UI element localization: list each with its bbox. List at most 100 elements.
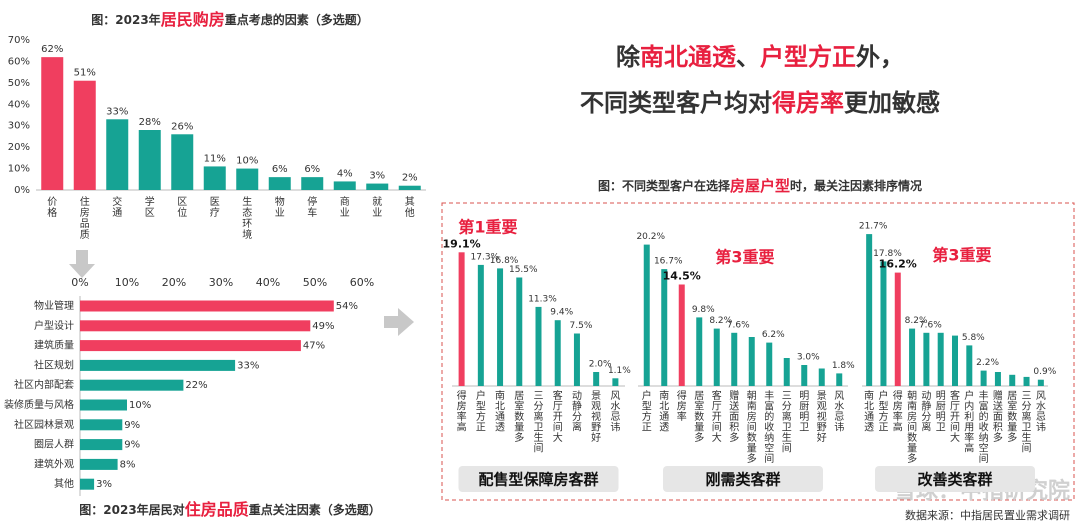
value-label: 15.5% (509, 265, 538, 275)
category-label: 社区内部配套 (14, 378, 74, 391)
value-label: 9% (124, 440, 140, 451)
category-label: 赠送面积多 (729, 389, 739, 444)
category-label: 其他 (54, 477, 74, 490)
y-tick-label: 60% (8, 56, 30, 67)
category-label: 明厨明卫 (936, 390, 946, 434)
category-label: 景观视野好 (591, 390, 601, 444)
bar (766, 342, 773, 386)
category-label: 户内利用率高 (964, 389, 974, 455)
category-label: 装修质量与风格 (4, 398, 74, 411)
category-label: 三分离卫生间 (782, 391, 792, 455)
text-segment: 南北通透 (640, 43, 737, 71)
bar (171, 134, 194, 190)
category-label: 圈层人群 (34, 438, 74, 451)
value-label: 1.8% (832, 361, 855, 371)
bar (593, 372, 600, 386)
category-label: 居室数量多 (1007, 390, 1017, 444)
annotation: 第3重要 (932, 246, 991, 265)
bar (80, 320, 311, 332)
bar (994, 372, 1001, 386)
value-label: 9.4% (550, 308, 573, 318)
bar (836, 373, 843, 386)
value-label: 26% (171, 121, 193, 132)
value-label: 7.6% (727, 320, 750, 330)
y-tick-label: 40% (8, 99, 30, 110)
category-label: 南北通透 (495, 389, 505, 434)
value-label: 6% (272, 164, 288, 175)
bar (573, 333, 580, 386)
bar (80, 439, 123, 451)
bar (952, 335, 958, 386)
text-segment: 、 (736, 43, 760, 71)
y-tick-label: 10% (8, 164, 30, 175)
text-segment: 户型方正 (760, 43, 856, 71)
rich-text: 图：2023年居民对住房品质重点关注因素（多选题） (79, 500, 380, 519)
value-label: 16.2% (879, 258, 917, 271)
group-name: 刚需类客群 (705, 471, 780, 489)
bar (80, 399, 127, 411)
text-segment: 外， (856, 43, 904, 71)
text-segment: 时，最关注因素排序情况 (790, 178, 922, 193)
value-label: 3% (369, 171, 385, 182)
category-label: 户型方正 (878, 389, 888, 434)
category-label: 客厅开间大 (950, 389, 960, 444)
bar (783, 358, 790, 386)
text-segment: 更加敏感 (844, 89, 940, 117)
category-label: 朝南房间数量多 (907, 390, 917, 465)
value-label: 8.2% (905, 316, 928, 326)
text-segment: 重点考虑的因素（多选题） (225, 12, 369, 27)
value-label: 8.2% (709, 316, 732, 326)
value-label: 10% (129, 400, 151, 411)
bar (1009, 374, 1016, 386)
value-label: 11% (204, 153, 226, 164)
down-arrow (69, 250, 95, 278)
value-label: 16.8% (490, 256, 519, 266)
category-label: 学区 (145, 195, 155, 219)
category-label: 交通 (112, 195, 122, 219)
category-label: 社区园林景观 (14, 418, 74, 431)
category-label: 生态环境 (242, 195, 252, 241)
value-label: 7.6% (919, 320, 942, 330)
x-tick-label: 40% (256, 276, 280, 289)
text-segment: 重点关注因素（多选题） (249, 502, 381, 517)
value-label: 2.0% (589, 360, 612, 370)
category-label: 客厅开间大 (712, 389, 722, 444)
group-box (875, 466, 1035, 492)
y-tick-label: 70% (8, 35, 30, 46)
bar (894, 272, 901, 386)
category-label: 得房率 (677, 390, 687, 423)
category-label: 景观视野好 (817, 390, 827, 444)
category-label: 户型方正 (476, 389, 486, 434)
source: 数据来源：中指居民置业需求调研 (905, 508, 1070, 522)
bar (203, 166, 226, 190)
value-label: 9.8% (692, 305, 715, 315)
category-label: 风水忌讳 (610, 390, 620, 434)
bar (966, 345, 973, 386)
value-label: 17.3% (471, 252, 500, 262)
value-label: 47% (303, 341, 325, 352)
bar (73, 80, 96, 190)
value-label: 49% (312, 321, 334, 332)
value-label: 0.9% (1033, 367, 1056, 377)
value-label: 2.2% (976, 358, 999, 368)
category-label: 医疗 (210, 196, 220, 219)
y-tick-label: 50% (8, 78, 30, 89)
value-label: 8% (120, 459, 136, 470)
category-label: 户型方正 (642, 389, 652, 434)
bar (801, 365, 808, 386)
bar (678, 284, 685, 386)
right-arrow (384, 308, 414, 336)
category-label: 物业 (275, 195, 285, 219)
bar (268, 177, 291, 190)
bar (612, 378, 619, 386)
category-label: 就业 (372, 195, 382, 219)
bar (1037, 379, 1044, 386)
value-label: 7.5% (570, 321, 593, 331)
bar (909, 328, 916, 386)
bar (477, 264, 484, 386)
y-tick-label: 30% (8, 121, 30, 132)
value-label: 14.5% (663, 270, 701, 283)
category-label: 户型设计 (34, 319, 74, 332)
